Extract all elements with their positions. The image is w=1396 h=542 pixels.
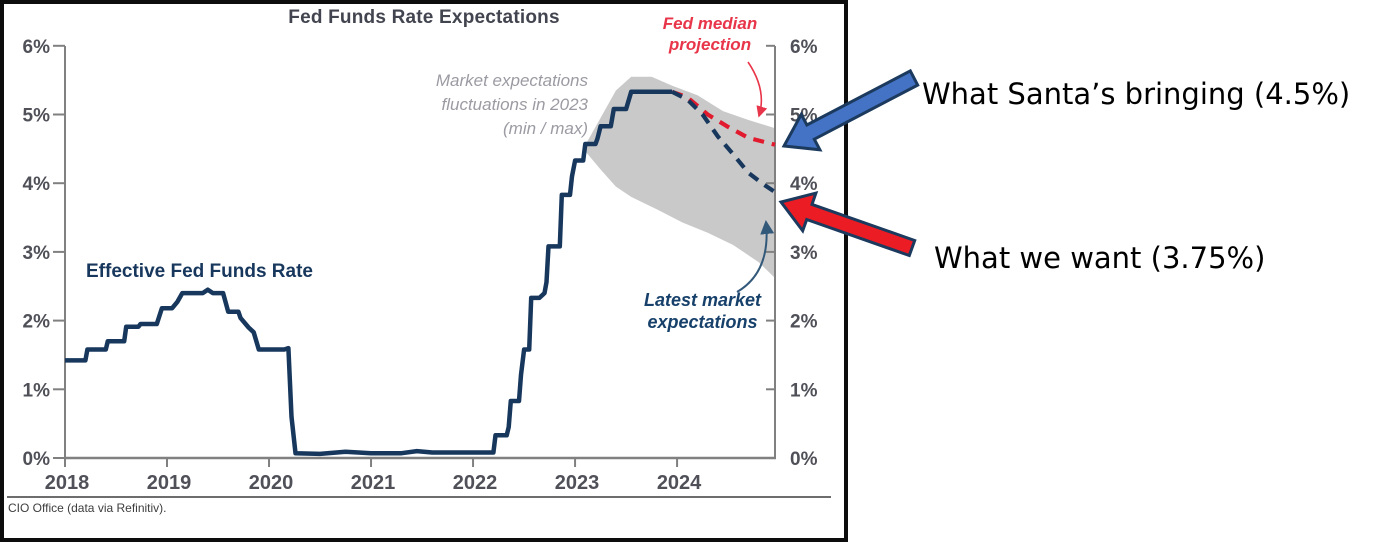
fed-median-line2: projection: [668, 35, 752, 54]
want-annotation-text: What we want (3.75%): [934, 241, 1266, 275]
x-tick-label: 2021: [351, 472, 396, 494]
band-annotation-label: Market expectations fluctuations in 2023…: [348, 69, 588, 141]
minmax-band: [583, 76, 775, 278]
band-annotation-line3: (min / max): [503, 119, 588, 138]
series-2-line: [671, 89, 777, 194]
y-tick-label-left: 2%: [23, 312, 51, 333]
latest-line1: Latest market: [643, 290, 762, 310]
want-arrow: [778, 190, 917, 258]
santa-arrow: [781, 68, 920, 152]
y-tick-label-left: 6%: [23, 37, 51, 58]
latest-market-expectations-label: Latest market expectations: [625, 289, 780, 333]
chart-title: Fed Funds Rate Expectations: [288, 7, 560, 28]
band-annotation-line2: fluctuations in 2023: [441, 95, 589, 114]
y-tick-label-right: 4%: [790, 174, 818, 195]
y-tick-label-right: 2%: [790, 312, 818, 333]
effective-fed-funds-rate-label: Effective Fed Funds Rate: [86, 261, 313, 282]
fed-median-projection-label: Fed median projection: [640, 13, 780, 55]
series-0-line: [65, 89, 672, 457]
fed-median-line1: Fed median: [662, 14, 758, 33]
y-tick-label-left: 5%: [23, 106, 51, 127]
y-tick-label-right: 6%: [790, 37, 818, 58]
footer-divider: [7, 496, 831, 498]
santa-annotation-text: What Santa’s bringing (4.5%): [922, 77, 1351, 111]
x-tick-label: 2018: [45, 472, 90, 494]
y-tick-label-left: 3%: [23, 243, 51, 264]
y-tick-label-right: 3%: [790, 243, 818, 264]
y-tick-label-left: 1%: [23, 380, 51, 401]
y-tick-label-left: 4%: [23, 174, 51, 195]
y-tick-label-right: 0%: [790, 449, 818, 470]
x-tick-label: 2019: [147, 472, 192, 494]
x-tick-label: 2023: [555, 472, 600, 494]
latest-pointer: [736, 220, 775, 293]
latest-line2: expectations: [647, 312, 758, 332]
band-annotation-line1: Market expectations: [435, 71, 588, 90]
source-credit: CIO Office (data via Refinitiv).: [8, 501, 167, 515]
y-tick-label-left: 0%: [23, 449, 51, 470]
fed-median-pointer: [747, 61, 768, 118]
x-tick-label: 2024: [657, 472, 702, 494]
y-tick-label-right: 1%: [790, 380, 818, 401]
x-tick-label: 2020: [249, 472, 294, 494]
x-tick-label: 2022: [453, 472, 498, 494]
